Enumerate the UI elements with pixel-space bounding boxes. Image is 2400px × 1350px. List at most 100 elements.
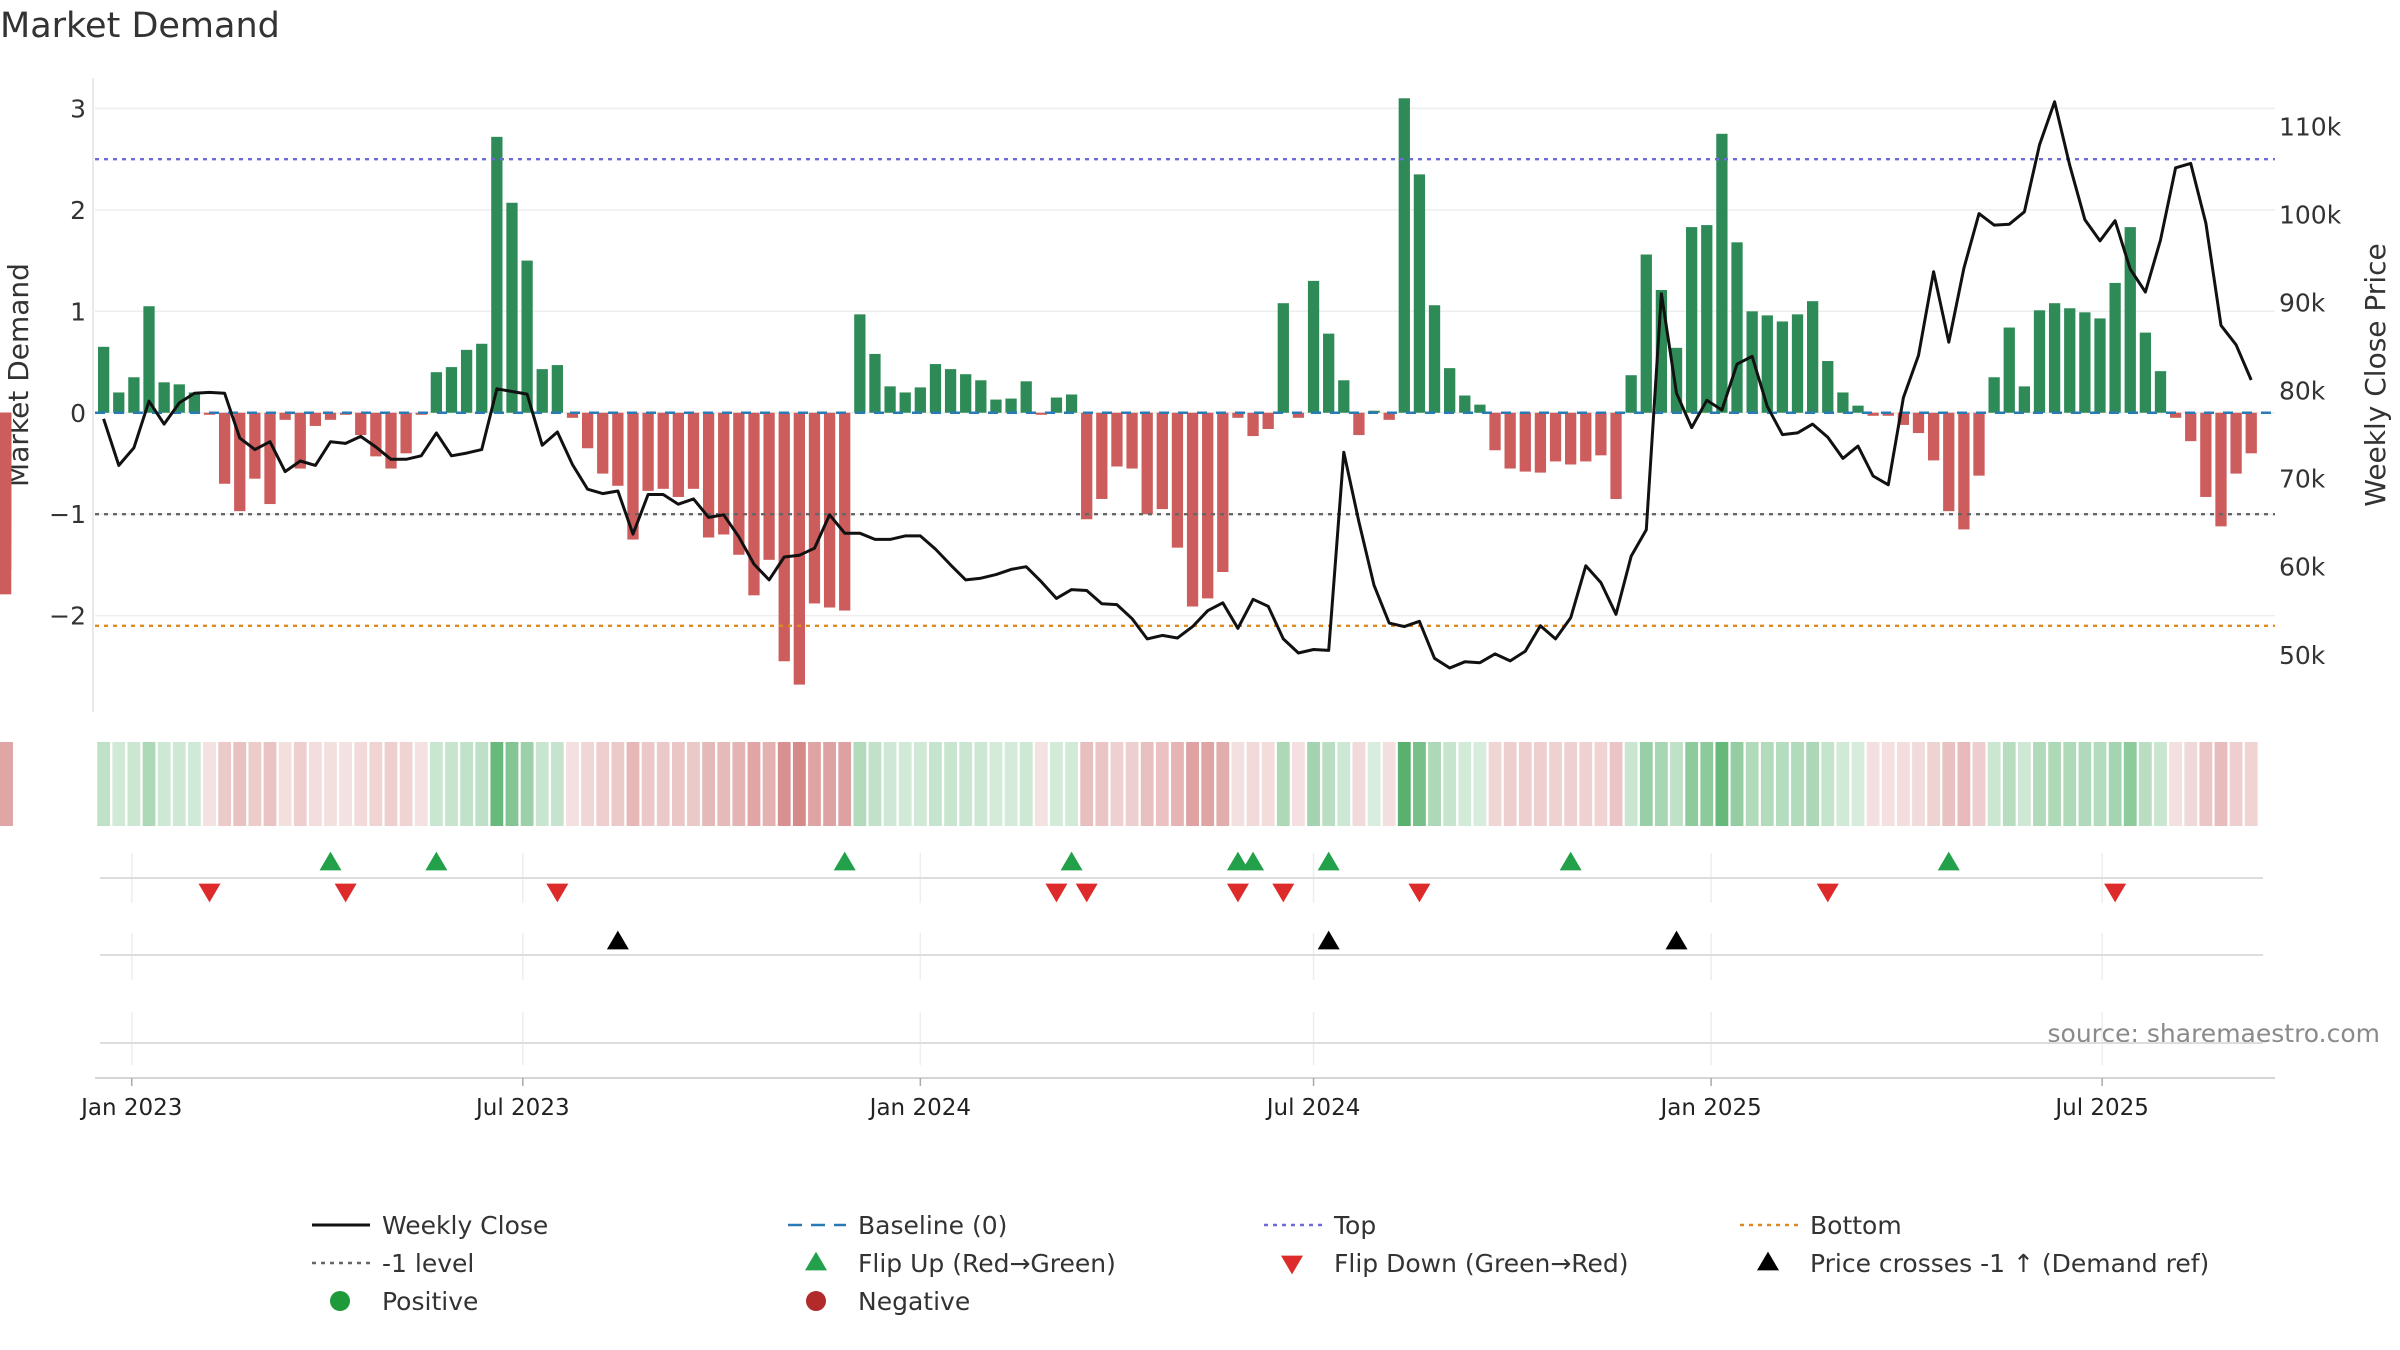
- legend-item-weekly-close: Weekly Close: [312, 1211, 548, 1240]
- demand-strip-cell: [1670, 742, 1683, 826]
- demand-bar: [1428, 305, 1441, 413]
- legend-item-price-crosses-1-demand-ref: Price crosses -1 ↑ (Demand ref): [1757, 1249, 2209, 1278]
- demand-bar: [1716, 133, 1728, 413]
- flip-down-marker: [2104, 883, 2127, 903]
- demand-strip-cell: [187, 742, 201, 826]
- demand-strip-cell: [1337, 742, 1351, 826]
- demand-bar: [854, 314, 866, 413]
- legend-label: Top: [1333, 1211, 1376, 1240]
- demand-bar: [1111, 412, 1123, 467]
- demand-bar: [400, 412, 412, 454]
- flip-down-marker: [1075, 883, 1098, 903]
- demand-strip-cell: [1594, 742, 1608, 826]
- x-tick-label: Jan 2023: [79, 1095, 182, 1121]
- demand-strip-cell: [1473, 742, 1487, 826]
- legend-label: Price crosses -1 ↑ (Demand ref): [1810, 1249, 2209, 1278]
- demand-strip-cell: [97, 742, 111, 826]
- demand-strip-cell: [308, 742, 322, 826]
- demand-strip-cell: [1065, 742, 1078, 826]
- x-tick-label: Jul 2024: [1265, 1095, 1361, 1121]
- demand-strip-cell: [1942, 742, 1956, 826]
- demand-bar: [1837, 392, 1849, 413]
- demand-strip-cell: [2033, 742, 2046, 826]
- demand-strip-cell: [1080, 742, 1094, 826]
- demand-bar: [460, 349, 473, 413]
- demand-bar: [1610, 412, 1622, 499]
- demand-strip-cell: [384, 742, 398, 826]
- demand-strip-cell: [1322, 742, 1336, 826]
- demand-strip-cell: [1367, 742, 1381, 826]
- demand-strip-cell: [2154, 742, 2167, 826]
- demand-strip-cell: [1140, 742, 1154, 826]
- demand-bar: [990, 399, 1002, 413]
- y2-tick-label: 110k: [2279, 112, 2342, 141]
- demand-strip-cell: [2138, 742, 2152, 826]
- y-tick-label: −2: [49, 602, 86, 631]
- legend-triangle-up-icon: [1757, 1251, 1779, 1271]
- demand-bar: [98, 346, 110, 413]
- demand-bar: [385, 412, 397, 469]
- demand-bar: [1822, 361, 1834, 413]
- demand-strip-cell: [792, 742, 806, 826]
- flip-down-marker: [1045, 883, 1068, 903]
- demand-strip-cell: [460, 742, 474, 826]
- demand-bar: [793, 412, 805, 685]
- legend-label: Flip Up (Red→Green): [858, 1249, 1116, 1278]
- demand-strip-cell: [1609, 742, 1623, 826]
- demand-strip-cell: [1655, 742, 1668, 826]
- demand-bar: [173, 384, 185, 413]
- demand-bar: [899, 392, 911, 413]
- x-tick-label: Jul 2025: [2053, 1095, 2149, 1121]
- demand-bar: [1534, 412, 1547, 473]
- demand-bar: [2048, 303, 2061, 413]
- demand-bar: [249, 412, 261, 479]
- demand-strip-cell: [1745, 742, 1759, 826]
- legend-circle-icon: [806, 1291, 826, 1311]
- y-tick-label: 3: [70, 94, 86, 123]
- demand-bar: [218, 412, 231, 484]
- legend-item-bottom: Bottom: [1740, 1211, 1902, 1240]
- demand-bar: [763, 412, 775, 560]
- demand-bar: [1973, 412, 1985, 476]
- demand-bar: [1035, 412, 1047, 415]
- weekly-close-line: [102, 100, 2253, 670]
- demand-bar: [944, 369, 957, 413]
- legend-label: -1 level: [382, 1249, 474, 1278]
- demand-bar: [521, 260, 533, 413]
- demand-bar: [1595, 412, 1607, 456]
- demand-bar: [370, 412, 382, 457]
- y-tick-label: −1: [49, 500, 86, 529]
- demand-strip-cell: [1775, 742, 1789, 826]
- demand-bar: [1474, 404, 1486, 413]
- demand-bar: [1519, 412, 1531, 472]
- demand-bar: [823, 412, 836, 608]
- demand-bar: [294, 412, 306, 469]
- demand-bar: [1292, 412, 1305, 418]
- demand-strip-cell: [929, 742, 942, 826]
- demand-bar: [2215, 412, 2227, 527]
- demand-strip-cell: [853, 742, 867, 826]
- demand-strip-cell: [838, 742, 852, 826]
- demand-strip-cell: [2123, 742, 2137, 826]
- demand-bar: [884, 386, 896, 413]
- demand-bar: [1050, 397, 1063, 413]
- demand-bar: [914, 387, 926, 413]
- demand-strip-cell: [1715, 742, 1729, 826]
- flip-down-marker: [1408, 883, 1431, 903]
- demand-bar: [1186, 412, 1199, 607]
- demand-strip-cell: [157, 742, 171, 826]
- demand-bar: [1776, 321, 1789, 413]
- demand-strip-cell: [354, 742, 368, 826]
- demand-bar: [1262, 412, 1274, 429]
- demand-strip-cell: [2244, 742, 2258, 826]
- demand-strip-cell: [868, 742, 882, 826]
- demand-bar: [566, 412, 579, 418]
- demand-strip-cell: [1352, 742, 1366, 826]
- legend-label: Baseline (0): [858, 1211, 1007, 1240]
- demand-bar: [2003, 327, 2015, 413]
- flip-up-marker: [425, 851, 448, 871]
- legend-circle-icon: [330, 1291, 350, 1311]
- demand-strip-cell: [777, 742, 791, 826]
- demand-bar: [2064, 308, 2076, 413]
